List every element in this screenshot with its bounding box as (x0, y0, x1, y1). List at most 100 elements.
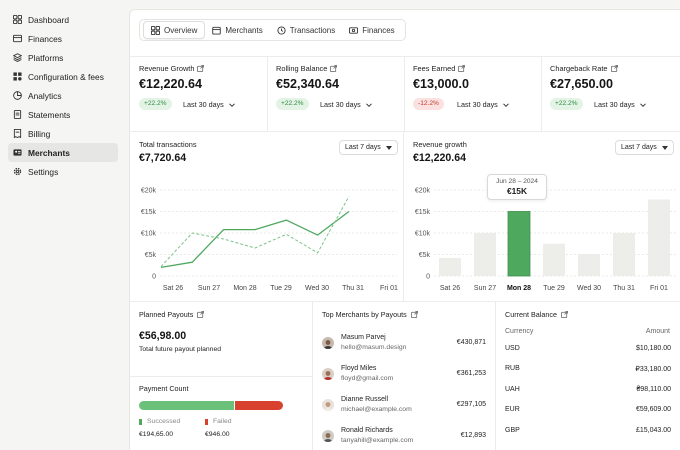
divider (404, 56, 405, 131)
kpi-value: €27,650.00 (550, 77, 614, 91)
list-item[interactable]: Masum Parvej hello@masum.design €430,871 (322, 333, 492, 355)
payment-failed-value: €946.00 (205, 431, 230, 438)
tab-transactions[interactable]: Transactions (270, 21, 343, 39)
list-item[interactable]: Dianne Russell michael@example.com €297,… (322, 395, 492, 417)
y-tick-label: €20k (415, 188, 431, 195)
sidebar-item-label: Billing (28, 128, 51, 139)
sidebar-item-label: Settings (28, 166, 59, 177)
sidebar-item-finances[interactable]: Finances (8, 29, 118, 48)
kpi-label: Chargeback Rate (550, 64, 618, 73)
grid-icon (13, 15, 22, 24)
sidebar-item-settings[interactable]: Settings (8, 162, 118, 181)
revenue-growth-period-select[interactable]: Last 7 days (615, 140, 674, 155)
apps-icon (13, 72, 22, 81)
kpi-change-badge: +22.2% (139, 98, 172, 110)
bar (648, 199, 670, 276)
list-item[interactable]: Ronald Richards tanyahill@example.com €1… (322, 426, 492, 448)
store-icon (212, 26, 222, 35)
external-link-icon[interactable] (197, 311, 205, 318)
sidebar-item-platforms[interactable]: Platforms (8, 48, 118, 67)
currency-code: EUR (505, 406, 520, 413)
column-header-amount: Amount (645, 328, 670, 335)
y-tick-label: €5k (419, 252, 431, 259)
sidebar-item-dashboard[interactable]: Dashboard (8, 10, 118, 29)
merchant-email: tanyahill@example.com (341, 437, 414, 444)
total-transactions-period-select[interactable]: Last 7 days (339, 140, 398, 155)
x-tick-label: Wed 30 (577, 285, 601, 292)
external-link-icon[interactable] (560, 311, 568, 318)
currency-amount: ₽33,180.00 (635, 366, 671, 373)
tab-merchants[interactable]: Merchants (205, 21, 269, 39)
kpi-chargeback-rate: Chargeback Rate €27,650.00 +22.2% Last 3… (541, 56, 678, 131)
merchant-amount: €12,893 (460, 432, 486, 439)
external-link-icon[interactable] (410, 311, 418, 318)
external-link-icon[interactable] (330, 65, 338, 72)
sidebar-item-analytics[interactable]: Analytics (8, 86, 118, 105)
sidebar-item-statements[interactable]: Statements (8, 105, 118, 124)
kpi-rolling-balance: Rolling Balance €52,340.64 +22.2% Last 3… (267, 56, 404, 131)
caret-down-icon (385, 145, 392, 150)
legend-success: Successed (139, 418, 180, 425)
currency-amount: $10,180.00 (635, 345, 671, 352)
y-tick-label: €15k (141, 209, 157, 216)
avatar (322, 368, 334, 380)
history-icon (277, 25, 286, 35)
x-tick-label: Sat 26 (163, 285, 183, 292)
bar-highlighted (507, 211, 531, 277)
tab-overview[interactable]: Overview (143, 21, 206, 39)
chart-pie-icon (13, 91, 22, 100)
overview-icon (151, 25, 160, 35)
merchant-email: hello@masum.design (341, 344, 407, 351)
receipt-icon (13, 129, 22, 138)
sidebar-item-label: Merchants (28, 147, 70, 158)
bar (543, 243, 565, 276)
planned-payouts-subtitle: Total future payout planned (139, 346, 222, 353)
sidebar-item-configuration[interactable]: Configuration & fees (8, 67, 118, 86)
total-transactions-value: €7,720.64 (139, 152, 187, 164)
main-panel: Overview Merchants Transactions Finances… (129, 9, 680, 450)
wallet-icon (13, 34, 22, 43)
tooltip-date: Jun 28 – 2024 (496, 178, 538, 185)
divider (130, 301, 680, 302)
list-item[interactable]: Floyd Miles floyd@gmail.com €361,253 (322, 364, 492, 386)
y-tick-label: €15k (415, 209, 431, 216)
x-tick-label: Wed 30 (305, 285, 329, 292)
sidebar-item-merchants[interactable]: Merchants (8, 143, 118, 162)
table-row: USD $10,180.00 (505, 345, 671, 357)
merchant-email: floyd@gmail.com (341, 375, 394, 382)
external-link-icon[interactable] (458, 65, 466, 72)
divider (495, 301, 496, 450)
divider (541, 56, 542, 131)
tab-label: Transactions (289, 25, 336, 35)
chevron-down-icon (639, 102, 646, 107)
caret-down-icon (661, 145, 668, 150)
table-row: UAH ₴98,110.00 (505, 386, 671, 398)
payment-count-title: Payment Count (139, 384, 189, 393)
gear-icon (13, 167, 22, 176)
x-tick-label: Sun 27 (198, 285, 220, 292)
external-link-icon[interactable] (197, 65, 205, 72)
currency-code: USD (505, 345, 520, 352)
kpi-period-select[interactable]: Last 30 days (320, 100, 373, 109)
total-transactions-title: Total transactions (139, 140, 197, 149)
table-row: GBP £15,043.00 (505, 427, 671, 439)
kpi-period-select[interactable]: Last 30 days (594, 100, 647, 109)
bar (613, 233, 635, 276)
chevron-down-icon (502, 102, 509, 107)
line-series-dashed (160, 196, 350, 267)
divider (267, 56, 268, 131)
tab-finances[interactable]: Finances (342, 21, 401, 39)
kpi-period-select[interactable]: Last 30 days (457, 100, 510, 109)
external-link-icon[interactable] (610, 65, 618, 72)
merchant-name: Floyd Miles (341, 365, 377, 372)
sidebar-item-billing[interactable]: Billing (8, 124, 118, 143)
sidebar-item-label: Finances (28, 33, 62, 44)
kpi-period-select[interactable]: Last 30 days (183, 100, 236, 109)
y-tick-label: €20k (141, 188, 157, 195)
table-row: RUB ₽33,180.00 (505, 365, 671, 377)
sidebar-item-label: Configuration & fees (28, 71, 104, 82)
y-tick-label: €10k (415, 231, 431, 238)
kpi-label: Revenue Growth (139, 64, 205, 73)
tab-label: Overview (164, 25, 198, 35)
merchant-name: Masum Parvej (341, 334, 386, 341)
